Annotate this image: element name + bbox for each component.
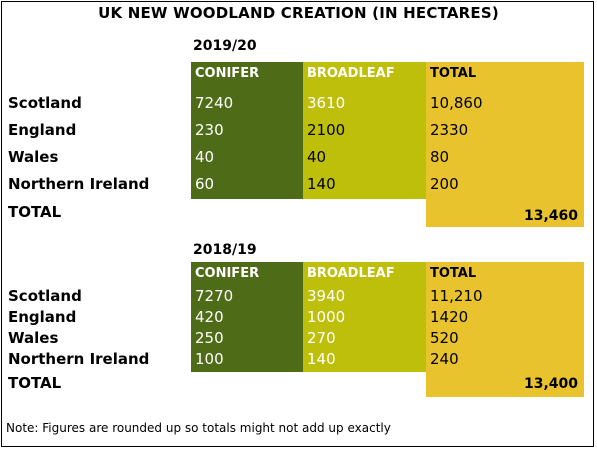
header-total: TOTAL [430, 266, 477, 281]
cell-broadleaf: 1000 [307, 308, 346, 326]
table-year-2019-20: 2019/20 [193, 38, 257, 54]
row-label: Wales [8, 329, 59, 347]
conifer-column-2018-19 [191, 262, 303, 372]
cell-broadleaf: 270 [307, 329, 336, 347]
cell-total: 80 [430, 148, 450, 166]
cell-total: 520 [430, 329, 459, 347]
row-label: Scotland [8, 287, 82, 305]
cell-broadleaf: 140 [307, 175, 336, 193]
cell-conifer: 7240 [195, 94, 234, 112]
row-label: England [8, 308, 77, 326]
row-label: Northern Ireland [8, 175, 150, 193]
cell-total: 240 [430, 350, 459, 368]
cell-total: 10,860 [430, 94, 483, 112]
cell-conifer: 250 [195, 329, 224, 347]
broadleaf-column-2018-19 [303, 262, 426, 372]
cell-broadleaf: 140 [307, 350, 336, 368]
total-column-2018-19 [426, 262, 584, 397]
cell-broadleaf: 40 [307, 148, 327, 166]
total-column-2019-20 [426, 62, 584, 227]
cell-broadleaf: 3610 [307, 94, 346, 112]
cell-conifer: 60 [195, 175, 215, 193]
cell-total: 1420 [430, 308, 469, 326]
grand-total: 13,400 [523, 376, 578, 392]
cell-total: 2330 [430, 121, 469, 139]
row-label: Scotland [8, 94, 82, 112]
total-row-label: TOTAL [8, 203, 62, 221]
conifer-column-2019-20 [191, 62, 303, 199]
table-year-2018-19: 2018/19 [193, 242, 257, 258]
row-label: Wales [8, 148, 59, 166]
header-broadleaf: BROADLEAF [307, 66, 395, 81]
cell-conifer: 230 [195, 121, 224, 139]
cell-broadleaf: 3940 [307, 287, 346, 305]
header-total: TOTAL [430, 66, 477, 81]
cell-broadleaf: 2100 [307, 121, 346, 139]
row-label: England [8, 121, 77, 139]
page-title: UK NEW WOODLAND CREATION (IN HECTARES) [98, 4, 499, 22]
cell-total: 11,210 [430, 287, 483, 305]
cell-conifer: 40 [195, 148, 215, 166]
grand-total: 13,460 [523, 208, 578, 224]
header-conifer: CONIFER [195, 66, 260, 81]
row-label: Northern Ireland [8, 350, 150, 368]
cell-total: 200 [430, 175, 459, 193]
cell-conifer: 420 [195, 308, 224, 326]
cell-conifer: 100 [195, 350, 224, 368]
total-row-label: TOTAL [8, 374, 62, 392]
footnote: Note: Figures are rounded up so totals m… [6, 421, 391, 435]
broadleaf-column-2019-20 [303, 62, 426, 199]
header-conifer: CONIFER [195, 266, 260, 281]
cell-conifer: 7270 [195, 287, 234, 305]
header-broadleaf: BROADLEAF [307, 266, 395, 281]
